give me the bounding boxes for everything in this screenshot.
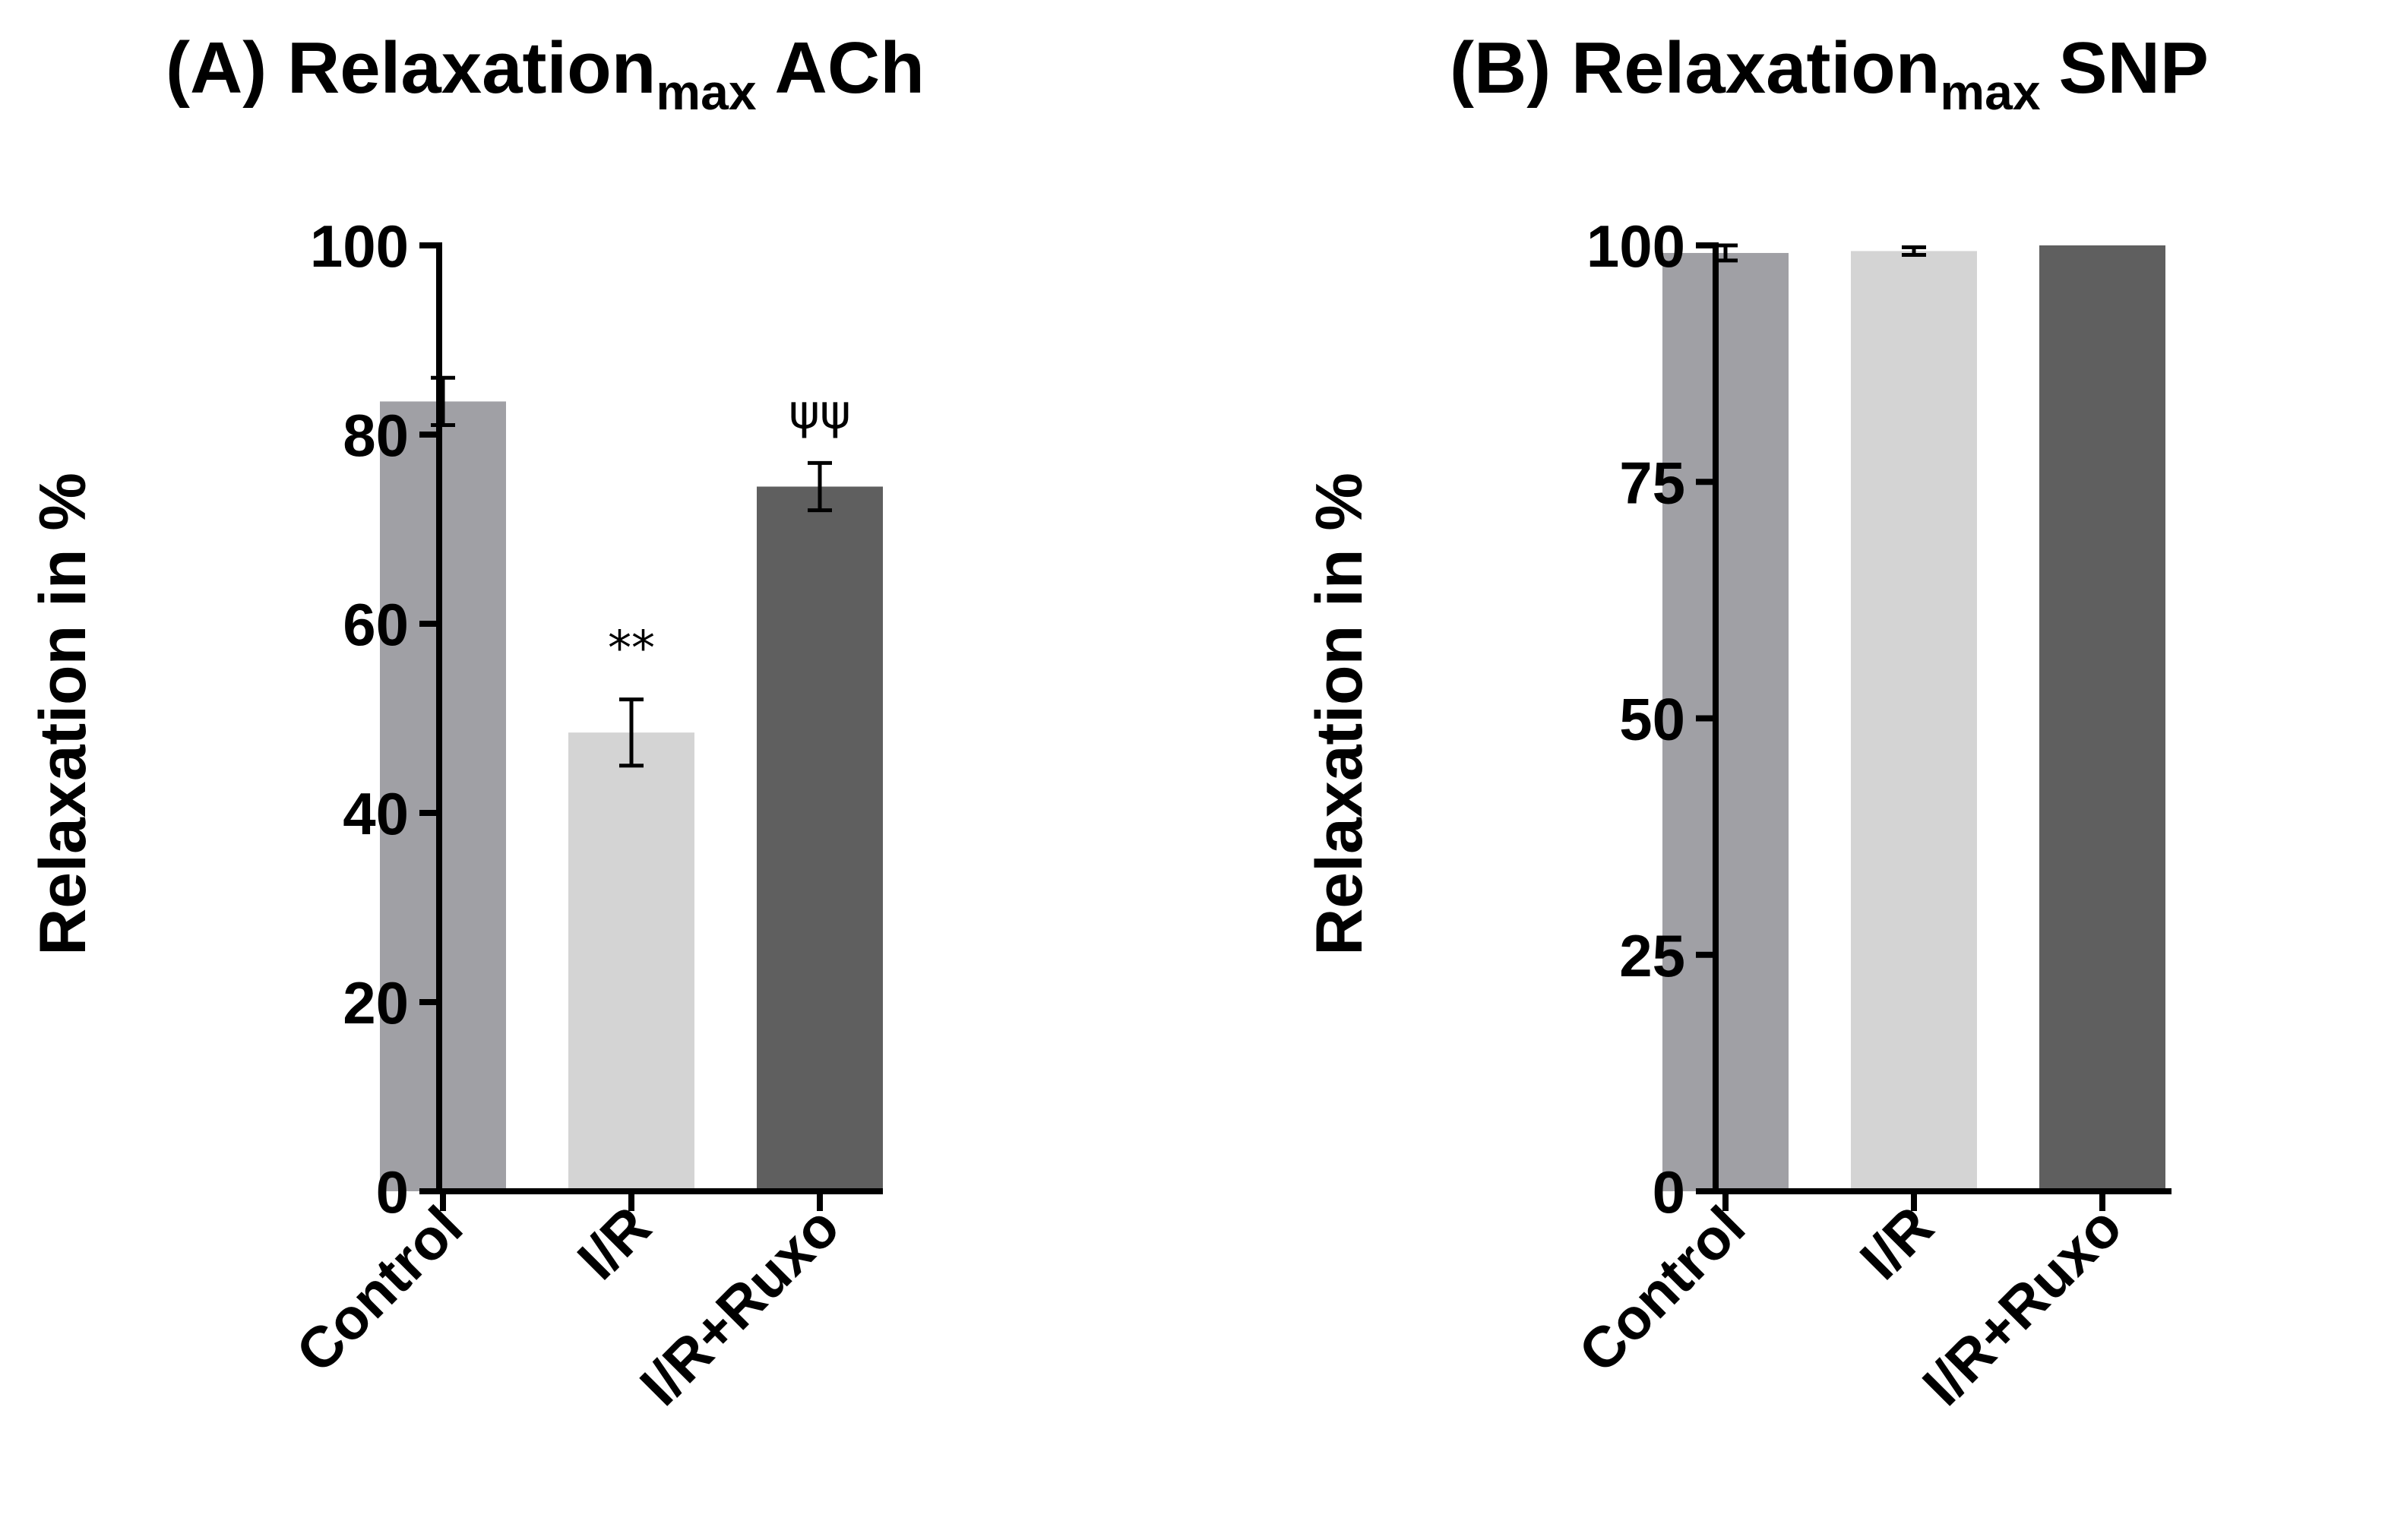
panel-b-bar-3 (2039, 245, 2165, 1191)
panel-a-y-tick-label-5: 80 (343, 402, 409, 469)
panel-b-bar-1 (1662, 252, 1789, 1192)
panel-a-title: (A) Relaxationmax ACh (166, 27, 925, 120)
panel-a-y-tick-label-4: 60 (343, 591, 409, 658)
panel-b-bar-2 (1851, 251, 1977, 1192)
panel-a-y-tick-label-1: 0 (376, 1159, 409, 1225)
panel-a-error-bar-1 (431, 375, 455, 428)
panel-b-y-tick-label-3: 50 (1619, 686, 1685, 753)
panel-a-bar-2 (568, 732, 694, 1191)
panel-b-x-tick-label-2: I/R (1848, 1194, 1946, 1292)
panel-a-x-tick-label-2: I/R (565, 1194, 663, 1292)
panel-a: (A) Relaxationmax ACh Relaxation in % ** ψ… (27, 27, 925, 1418)
panel-b-y-tick-label-4: 75 (1619, 449, 1685, 516)
panel-a-bar-3 (757, 486, 883, 1191)
panel-b-title: (B) Relaxationmax SNP (1450, 27, 2209, 120)
panel-b: (B) Relaxationmax SNP Relaxation in % 0 25… (1303, 27, 2209, 1418)
panel-a-y-tick-label-3: 40 (343, 780, 409, 847)
panel-a-y-axis-label: Relaxation in % (27, 473, 100, 956)
panel-a-bar-1 (380, 401, 506, 1191)
panel-a-significance-label-2: ** (608, 621, 655, 676)
panel-b-x-tick-label-3: I/R+Ruxo (1911, 1194, 2135, 1418)
panel-a-error-bar-2 (619, 697, 644, 768)
panel-a-y-tick-label-2: 20 (343, 969, 409, 1036)
panel-a-significance-label-3: ψψ (789, 384, 851, 439)
panel-b-y-tick-label-1: 0 (1653, 1159, 1685, 1225)
panel-b-y-tick-label-2: 25 (1619, 922, 1685, 989)
panel-b-y-axis-label: Relaxation in % (1303, 473, 1376, 956)
panel-a-x-tick-label-3: I/R+Ruxo (628, 1194, 852, 1418)
panel-b-error-bar-2 (1902, 245, 1926, 257)
panel-a-y-tick-label-6: 100 (310, 213, 409, 280)
panel-a-error-bar-3 (808, 460, 832, 513)
panel-b-y-tick-label-5: 100 (1586, 213, 1685, 280)
